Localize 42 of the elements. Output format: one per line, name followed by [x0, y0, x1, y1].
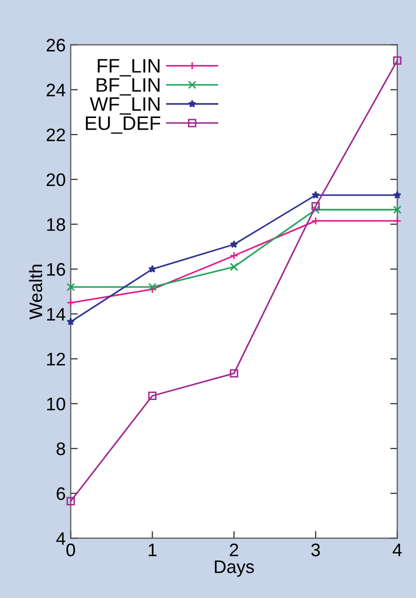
- point: [230, 240, 238, 248]
- legend-label: EU_DEF: [86, 116, 160, 134]
- x-tick-label: 0: [66, 544, 76, 556]
- point: [148, 264, 156, 273]
- y-tick-label: 12: [47, 352, 65, 366]
- point: [230, 369, 238, 378]
- point: [311, 216, 320, 226]
- point: [393, 190, 402, 199]
- point: [148, 285, 157, 294]
- point: [66, 497, 75, 506]
- x-tick-label: 3: [311, 544, 320, 556]
- y-tick-label: 8: [56, 442, 66, 456]
- point: [311, 202, 320, 210]
- point: [66, 282, 75, 292]
- x-axis-title: Days: [214, 560, 254, 577]
- point: [148, 392, 157, 400]
- point: [66, 318, 75, 326]
- y-tick-label: 4: [56, 532, 66, 545]
- x-tick-label: 4: [392, 544, 402, 556]
- point: [230, 251, 238, 260]
- point: [393, 56, 402, 65]
- legend-label: WF_LIN: [90, 97, 160, 115]
- point: [393, 216, 402, 226]
- y-tick-label: 22: [46, 128, 65, 142]
- y-tick-label: 6: [56, 487, 66, 500]
- y-tick-label: 24: [46, 84, 66, 96]
- point: [230, 262, 238, 272]
- y-axis-title: Wealth: [28, 264, 42, 320]
- y-tick-label: 16: [47, 263, 66, 276]
- y-tick-label: 26: [46, 38, 66, 52]
- y-tick-label: 14: [47, 308, 66, 320]
- x-tick-label: 2: [230, 544, 238, 556]
- x-tick-label: 1: [148, 544, 156, 556]
- legend-label: FF_LIN: [98, 59, 160, 76]
- y-tick-label: 10: [47, 398, 66, 410]
- y-tick-label: 20: [46, 173, 66, 186]
- point: [393, 206, 402, 214]
- y-tick-label: 18: [47, 218, 66, 231]
- legend-label: BF_LIN: [96, 78, 160, 96]
- point: [312, 190, 320, 199]
- point: [148, 282, 157, 292]
- point: [66, 298, 75, 307]
